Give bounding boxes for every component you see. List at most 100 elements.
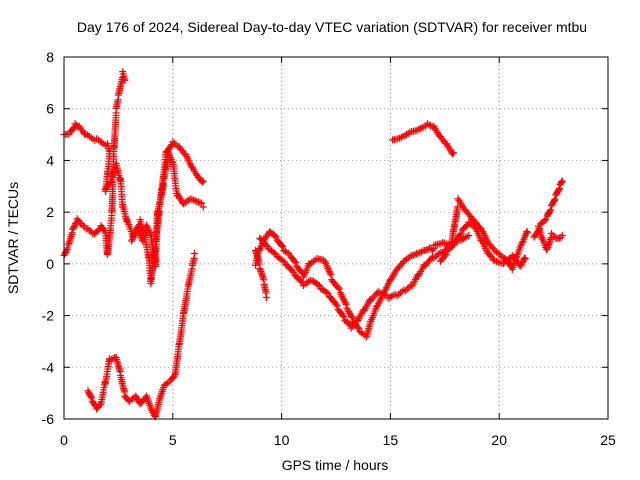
data-point: [79, 221, 87, 229]
data-point: [348, 314, 356, 322]
data-point: [521, 255, 529, 263]
x-axis-label: GPS time / hours: [282, 457, 389, 473]
data-point: [547, 206, 555, 214]
data-point: [315, 282, 323, 290]
data-point: [448, 150, 456, 158]
data-point: [518, 259, 526, 267]
x-tick-label: 10: [274, 432, 290, 448]
series-trace-k: [534, 222, 566, 253]
data-point: [146, 228, 154, 236]
data-point: [167, 142, 175, 150]
data-point: [542, 216, 550, 224]
data-point: [333, 302, 341, 310]
y-tick-label: 4: [46, 152, 54, 168]
data-point: [546, 207, 554, 215]
series-trace-j: [530, 177, 566, 241]
data-point: [323, 288, 331, 296]
data-point: [332, 300, 340, 308]
data-point: [340, 312, 348, 320]
data-point: [338, 292, 346, 300]
data-point: [199, 203, 207, 211]
data-point: [417, 248, 425, 256]
data-point: [549, 231, 557, 239]
axis-ticks: 0 5 10 15 20 25 -6 -4 -2 0 2 4 6 8: [42, 49, 616, 448]
y-tick-label: 0: [46, 256, 54, 272]
data-points: [60, 68, 566, 421]
y-tick-label: -4: [42, 359, 55, 375]
data-point: [292, 259, 300, 267]
y-tick-label: 6: [46, 101, 54, 117]
data-point: [457, 230, 465, 238]
data-point: [288, 267, 296, 275]
data-point: [189, 196, 197, 204]
data-point: [339, 311, 347, 319]
data-point: [191, 197, 199, 205]
data-point: [348, 312, 356, 320]
data-point: [272, 233, 280, 241]
data-point: [326, 269, 334, 277]
x-tick-label: 20: [491, 432, 507, 448]
data-point: [341, 299, 349, 307]
series-trace-b: [60, 68, 129, 259]
data-point: [199, 177, 207, 185]
series-trace-a: [60, 120, 207, 288]
data-point: [454, 203, 462, 211]
data-point: [94, 226, 102, 234]
data-point: [520, 255, 528, 263]
data-point: [456, 231, 464, 239]
data-point: [327, 271, 335, 279]
data-point: [109, 355, 117, 363]
data-point: [84, 387, 92, 395]
data-point: [324, 265, 332, 273]
data-point: [283, 248, 291, 256]
data-point: [81, 223, 89, 231]
data-point: [494, 249, 502, 257]
data-point: [188, 195, 196, 203]
series-trace-i: [436, 218, 529, 270]
data-point: [196, 199, 204, 207]
data-point: [450, 149, 458, 157]
data-point: [521, 254, 529, 262]
data-point: [69, 124, 77, 132]
x-tick-label: 0: [60, 432, 68, 448]
data-point: [555, 186, 563, 194]
series-trace-c: [127, 138, 207, 270]
data-point: [163, 379, 171, 387]
data-point: [518, 260, 526, 268]
data-point: [270, 249, 278, 257]
data-point: [466, 220, 474, 228]
data-point: [106, 356, 114, 364]
y-tick-label: 2: [46, 204, 54, 220]
data-point: [156, 393, 164, 401]
data-point: [340, 297, 348, 305]
data-point: [550, 196, 558, 204]
data-point: [323, 261, 331, 269]
data-point: [191, 250, 199, 258]
data-point: [488, 243, 496, 251]
data-point: [63, 246, 71, 254]
data-point: [291, 257, 299, 265]
data-point: [279, 257, 287, 265]
data-point: [523, 229, 531, 237]
data-point: [540, 217, 548, 225]
data-point: [324, 289, 332, 297]
data-point: [198, 178, 206, 186]
data-point: [169, 138, 177, 146]
series-trace-l: [389, 120, 458, 158]
data-point: [450, 240, 458, 248]
data-point: [172, 141, 180, 149]
series-trace-f: [251, 246, 270, 301]
data-point: [84, 225, 92, 233]
x-tick-label: 5: [169, 432, 177, 448]
data-point: [61, 249, 69, 257]
data-point: [411, 251, 419, 259]
data-point: [558, 177, 566, 185]
data-point: [449, 241, 457, 249]
data-point: [146, 401, 154, 409]
data-point: [551, 195, 559, 203]
data-point: [88, 394, 96, 402]
data-point: [558, 178, 566, 186]
data-point: [354, 323, 362, 331]
data-point: [325, 266, 333, 274]
